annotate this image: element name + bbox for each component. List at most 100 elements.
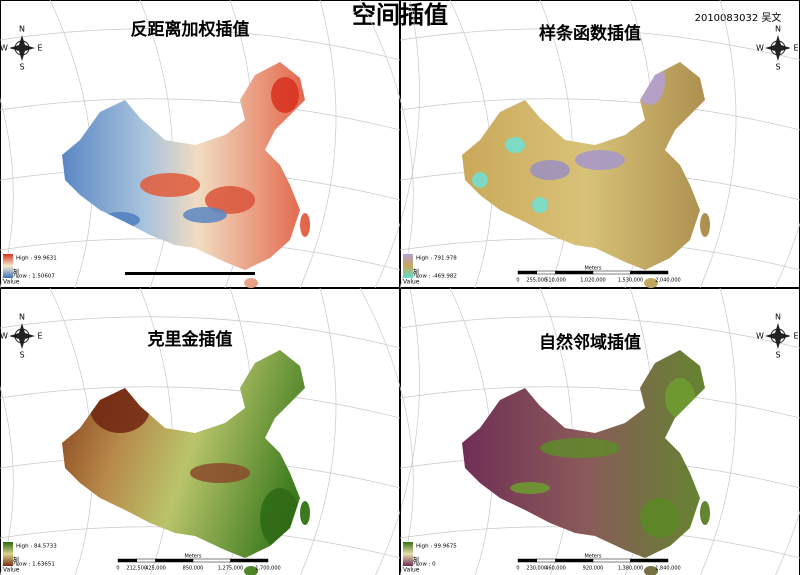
compass-ring xyxy=(14,40,30,56)
scale-unit: Meters xyxy=(184,554,201,560)
graticule xyxy=(0,386,401,419)
compass-letter: W xyxy=(756,332,764,341)
compass-star xyxy=(765,35,791,61)
scale-segment xyxy=(155,558,194,563)
scale-label: 510,000 xyxy=(545,278,566,284)
scale-label: 212,500 xyxy=(126,566,147,572)
graticule xyxy=(399,98,800,131)
surface-patch xyxy=(260,488,300,548)
legend-high: High : 791.978 xyxy=(416,256,457,262)
compass-star xyxy=(9,35,35,61)
compass-ring xyxy=(770,328,786,344)
scale-label: 0 xyxy=(516,566,519,572)
graticule xyxy=(775,510,800,575)
graticule xyxy=(0,385,14,575)
surface-patch xyxy=(90,383,150,433)
surface-patch xyxy=(530,160,570,180)
graticule xyxy=(399,316,800,349)
scale-segment xyxy=(555,558,594,563)
surface xyxy=(62,350,310,575)
compass-letter: S xyxy=(19,351,24,360)
surface-patch xyxy=(140,173,200,197)
scale-segment xyxy=(630,270,669,275)
surface-patch xyxy=(472,172,488,188)
legend-low: Low : -469.982 xyxy=(416,274,457,280)
surface-patch xyxy=(100,212,140,228)
surface-base xyxy=(462,62,710,288)
scale-segment xyxy=(630,558,669,563)
surface-patch xyxy=(540,438,620,458)
scale-segment xyxy=(592,270,631,275)
panel-title: 样条函数插值 xyxy=(539,23,641,44)
scale-label: 1,700,000 xyxy=(255,566,280,572)
surface-base xyxy=(62,350,310,575)
surface-patch xyxy=(510,482,550,494)
graticule xyxy=(375,287,420,575)
scale-label: 1,275,000 xyxy=(218,566,243,572)
surface-base xyxy=(462,350,710,575)
compass-star xyxy=(765,323,791,349)
scale-segment xyxy=(230,558,269,563)
compass-letter: S xyxy=(775,351,780,360)
compass-ring xyxy=(14,328,30,344)
legend-field: Value xyxy=(3,567,20,574)
scale-label: 1,380,000 xyxy=(618,566,643,572)
graticule xyxy=(0,28,401,61)
surface xyxy=(462,350,710,575)
surface xyxy=(62,62,310,288)
panel-title: 反距离加权插值 xyxy=(131,19,250,40)
surface-patch xyxy=(205,186,255,214)
scale-label: 850,000 xyxy=(183,566,204,572)
compass-letter: S xyxy=(775,63,780,72)
scale-segment xyxy=(517,270,537,275)
surface-patch xyxy=(575,150,625,170)
graticule xyxy=(399,28,800,61)
scale-segment xyxy=(536,270,556,275)
surface-patch xyxy=(190,463,250,483)
legend-high: High : 99.9631 xyxy=(16,256,57,262)
legend-low: Low : 1.50607 xyxy=(16,274,55,280)
scale-label: 255,000 xyxy=(526,278,547,284)
graticule xyxy=(0,316,401,349)
scale-segment xyxy=(517,558,537,563)
scale-segment xyxy=(192,558,231,563)
compass-letter: E xyxy=(793,332,798,341)
compass-letter: W xyxy=(756,44,764,53)
compass-star xyxy=(9,323,35,349)
scale-segment xyxy=(136,558,156,563)
scale-label: 230,000 xyxy=(526,566,547,572)
surface-patch xyxy=(635,62,665,105)
scale-label: 1,530,000 xyxy=(618,278,643,284)
scale-label: 0 xyxy=(116,566,119,572)
panel-title: 自然邻域插值 xyxy=(539,332,641,353)
surface-patch xyxy=(532,197,548,213)
compass-letter: N xyxy=(19,313,25,322)
scale-segment xyxy=(536,558,556,563)
legend-field: Value xyxy=(3,279,20,286)
scale-segment xyxy=(555,270,594,275)
legend-ramp xyxy=(3,254,13,278)
scale-unit: Meters xyxy=(584,554,601,560)
compass-letter: N xyxy=(775,313,781,322)
scale-label: 0 xyxy=(516,278,519,284)
compass-letter: N xyxy=(775,25,781,34)
compass-letter: E xyxy=(37,44,42,53)
scale-label: 2,040,000 xyxy=(655,278,680,284)
compass-letter: E xyxy=(793,44,798,53)
graticule xyxy=(0,98,401,131)
surface-patch xyxy=(183,207,227,223)
panel-frame xyxy=(0,288,400,575)
graticule xyxy=(374,0,420,289)
scale-label: 425,000 xyxy=(145,566,166,572)
graticule xyxy=(399,386,800,419)
scale-segment xyxy=(592,558,631,563)
compass-letter: W xyxy=(0,332,8,341)
surface-patch xyxy=(505,137,525,153)
graticule xyxy=(0,97,14,289)
compass-letter: E xyxy=(37,332,42,341)
